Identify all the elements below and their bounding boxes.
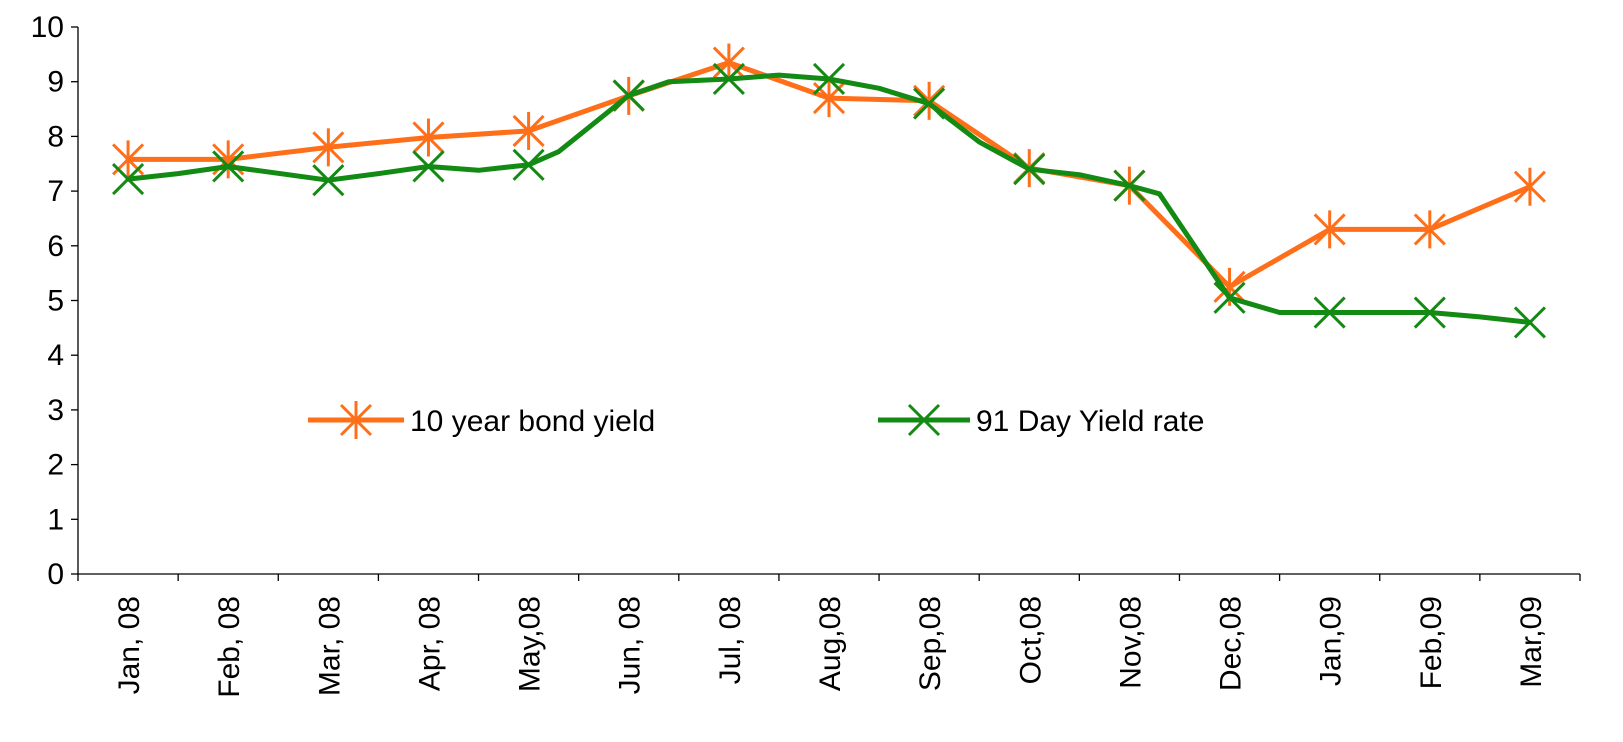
data-point [1513, 167, 1546, 206]
data-point [913, 87, 946, 120]
data-point [612, 79, 645, 112]
x-tick-label: Jun, 08 [614, 596, 647, 694]
x-tick-label: Nov,08 [1114, 596, 1147, 689]
series-2 [112, 62, 1546, 339]
data-point [1413, 296, 1446, 329]
data-point [712, 62, 745, 96]
x-tick-label: Mar, 08 [313, 596, 346, 696]
series-1 [112, 43, 1546, 306]
x-tick-label: Feb, 08 [213, 596, 246, 698]
data-point [1013, 153, 1046, 186]
data-point [512, 111, 545, 150]
legend-label: 91 Day Yield rate [976, 405, 1204, 438]
y-tick-label: 3 [47, 394, 64, 427]
data-point [1213, 281, 1246, 314]
series-layer [112, 43, 1546, 339]
axes: 0 1 2 3 4 5 6 7 8 9 10 Jan, 08 Feb, 08 Mar, 08 Apr, 08… [31, 11, 1581, 698]
x-tick-label: Sep,08 [914, 596, 947, 691]
data-point [1113, 169, 1146, 202]
y-tick-label: 4 [47, 339, 64, 372]
legend-entry-2: 91 Day Yield rate [878, 403, 1204, 438]
legend-entry-1: 10 year bond yield [308, 401, 655, 439]
data-point [312, 164, 345, 197]
x-tick-label: Aug,08 [814, 596, 847, 691]
y-tick-label: 10 [31, 11, 64, 44]
x-tick-label: Jan, 08 [113, 596, 146, 694]
data-point [412, 150, 445, 183]
data-point [112, 163, 145, 196]
y-tick-label: 1 [47, 503, 64, 536]
data-point [412, 118, 445, 157]
data-point [1313, 210, 1346, 249]
x-tick-label: Dec,08 [1215, 596, 1248, 691]
x-tick-label: Jan,09 [1315, 596, 1348, 686]
x-tick-label: Mar,09 [1515, 596, 1548, 688]
x-tick-label: Jul, 08 [714, 596, 747, 684]
legend: 10 year bond yield 91 Day Yield rate [308, 401, 1204, 439]
y-tick-label: 6 [47, 230, 64, 263]
x-tick-label: Apr, 08 [413, 596, 446, 691]
data-point [1413, 210, 1446, 249]
data-point [212, 150, 245, 183]
data-point [712, 43, 745, 82]
data-point [1513, 306, 1546, 339]
y-tick-label: 9 [47, 66, 64, 99]
data-point [312, 128, 345, 167]
legend-swatch-marker [339, 401, 373, 439]
legend-label: 10 year bond yield [410, 405, 655, 438]
x-tick-label: Feb,09 [1415, 596, 1448, 689]
legend-swatch-marker [907, 403, 941, 437]
y-tick-label: 2 [47, 449, 64, 482]
data-point [812, 62, 846, 96]
y-tick-label: 5 [47, 285, 64, 318]
y-tick-label: 8 [47, 120, 64, 153]
y-tick-label: 0 [47, 558, 64, 591]
x-tick-label: Oct,08 [1014, 596, 1047, 684]
data-point [1313, 296, 1346, 329]
x-tick-label: May,08 [514, 596, 547, 692]
data-point [512, 148, 545, 181]
y-tick-label: 7 [47, 175, 64, 208]
